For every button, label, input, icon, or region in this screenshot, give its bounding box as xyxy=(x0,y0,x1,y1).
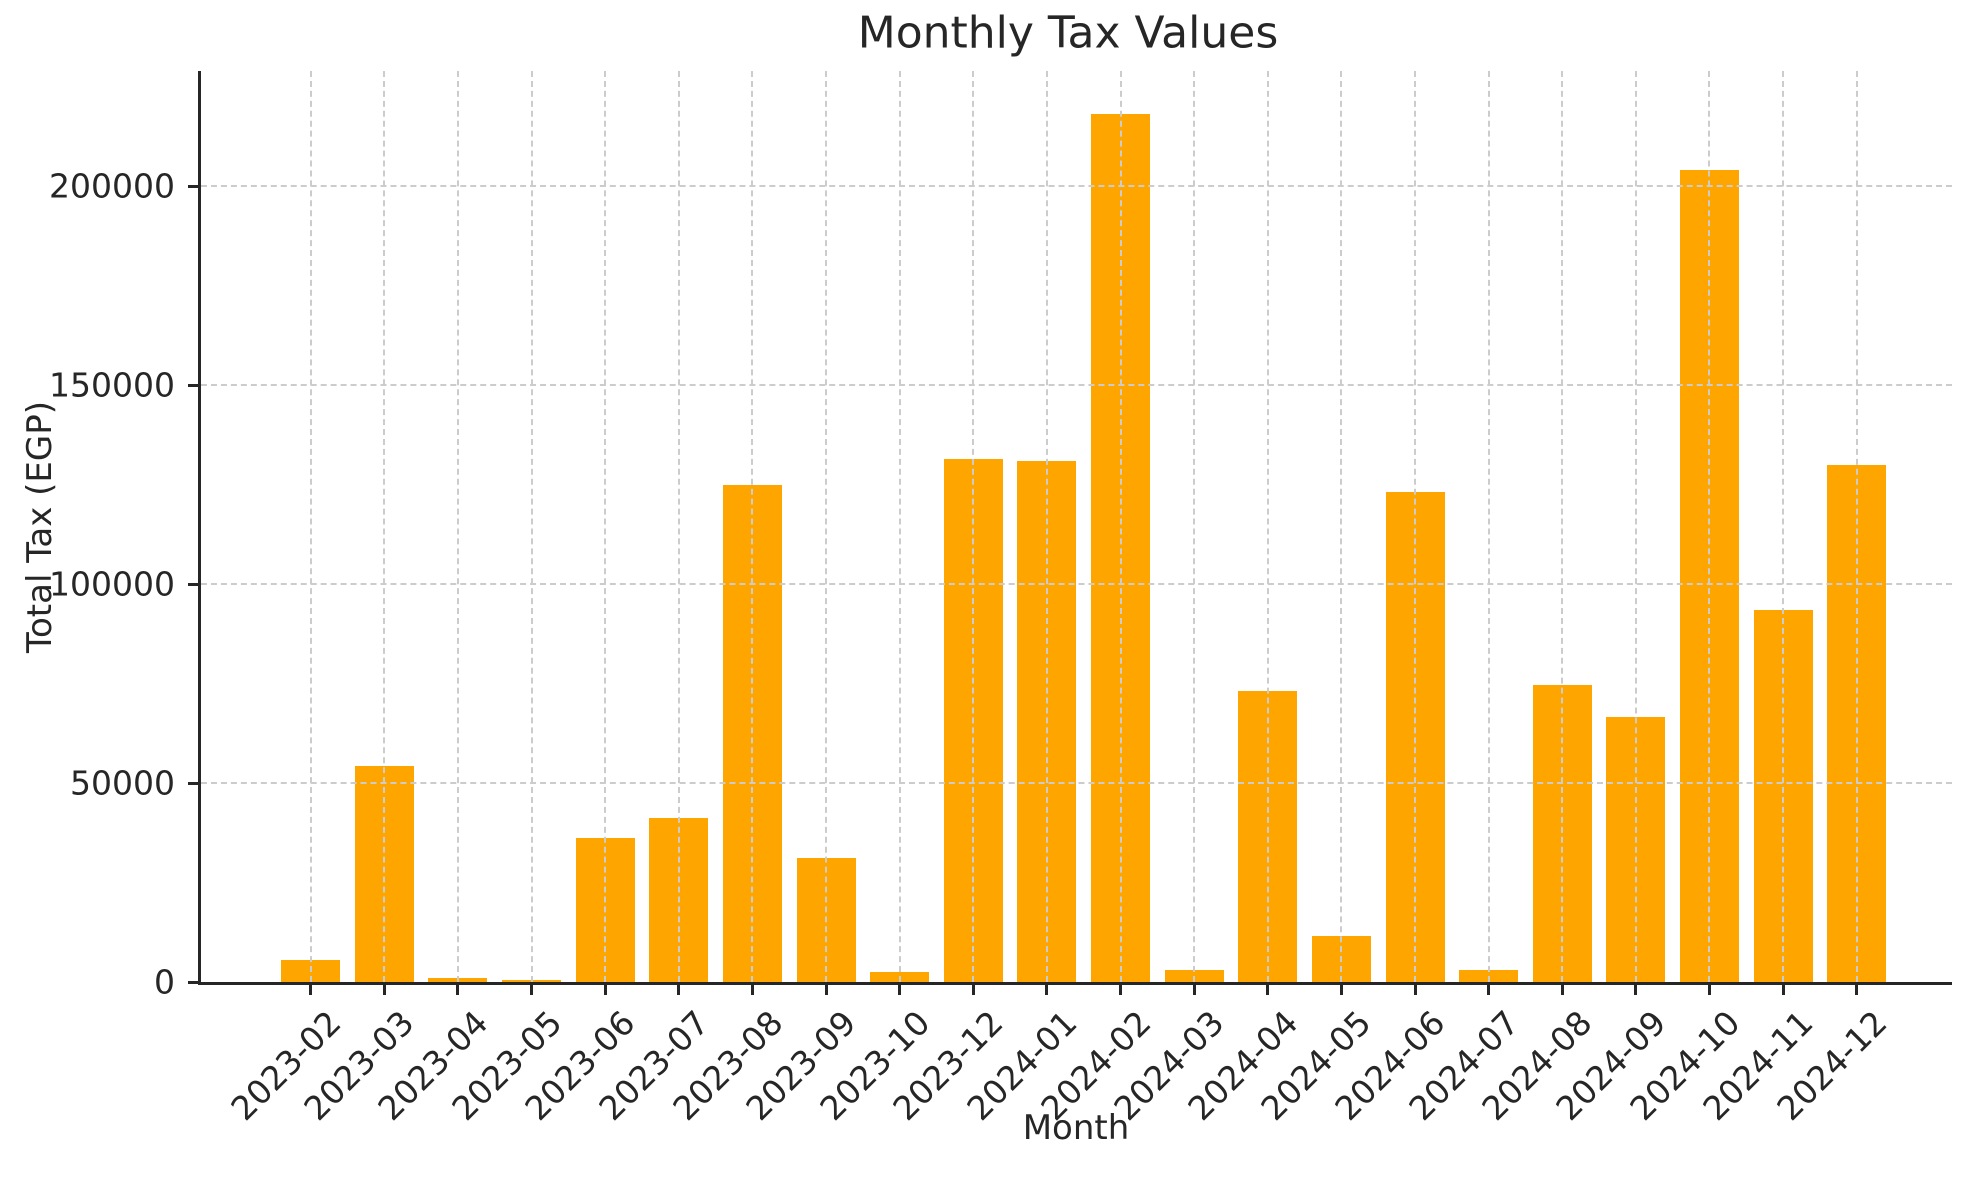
y-axis-label: Total Tax (EGP) xyxy=(20,401,60,653)
y-axis-spine xyxy=(198,71,201,985)
y-tick xyxy=(188,184,198,188)
v-gridline xyxy=(677,71,680,982)
v-gridline xyxy=(898,71,901,982)
v-gridline xyxy=(1855,71,1858,982)
v-gridline xyxy=(825,71,828,982)
x-tick xyxy=(971,985,975,995)
x-tick xyxy=(603,985,607,995)
x-tick xyxy=(1560,985,1564,995)
x-tick xyxy=(1855,985,1859,995)
x-tick xyxy=(1634,985,1638,995)
y-tick-label: 100000 xyxy=(49,564,175,604)
y-tick xyxy=(188,781,198,785)
y-tick xyxy=(188,980,198,984)
h-gridline xyxy=(201,782,1952,784)
x-tick xyxy=(750,985,754,995)
x-tick xyxy=(382,985,386,995)
x-tick xyxy=(1781,985,1785,995)
v-gridline xyxy=(1708,71,1711,982)
v-gridline xyxy=(1561,71,1564,982)
x-tick xyxy=(1487,985,1491,995)
y-tick-label: 0 xyxy=(154,962,175,1002)
x-tick xyxy=(1192,985,1196,995)
y-tick xyxy=(188,582,198,586)
y-tick-label: 200000 xyxy=(49,166,175,206)
v-gridline xyxy=(309,71,312,982)
v-gridline xyxy=(1487,71,1490,982)
x-axis-label: Month xyxy=(1022,1108,1130,1148)
v-gridline xyxy=(456,71,459,982)
x-tick xyxy=(456,985,460,995)
x-axis-spine xyxy=(198,982,1952,985)
v-gridline xyxy=(751,71,754,982)
v-gridline xyxy=(1266,71,1269,982)
x-tick xyxy=(309,985,313,995)
x-tick xyxy=(1707,985,1711,995)
x-tick xyxy=(1413,985,1417,995)
x-tick xyxy=(1339,985,1343,995)
x-tick xyxy=(530,985,534,995)
v-gridline xyxy=(1340,71,1343,982)
chart-title: Monthly Tax Values xyxy=(857,7,1279,59)
y-tick-label: 150000 xyxy=(49,365,175,405)
h-gridline xyxy=(201,384,1952,386)
v-gridline xyxy=(1414,71,1416,982)
v-gridline xyxy=(1782,71,1785,982)
x-tick xyxy=(824,985,828,995)
v-gridline xyxy=(1193,71,1196,982)
v-gridline xyxy=(1634,71,1637,982)
v-gridline xyxy=(530,71,533,982)
h-gridline xyxy=(201,583,1952,585)
v-gridline xyxy=(604,71,607,982)
x-tick xyxy=(1266,985,1270,995)
v-gridline xyxy=(1045,71,1048,982)
v-gridline xyxy=(972,71,975,982)
v-gridline xyxy=(1119,71,1122,982)
y-tick-label: 50000 xyxy=(70,763,175,803)
x-tick xyxy=(1119,985,1123,995)
x-tick xyxy=(898,985,902,995)
h-gridline xyxy=(201,185,1952,188)
x-tick xyxy=(677,985,681,995)
v-gridline xyxy=(383,71,386,982)
x-tick xyxy=(1045,985,1049,995)
y-tick xyxy=(188,383,198,387)
